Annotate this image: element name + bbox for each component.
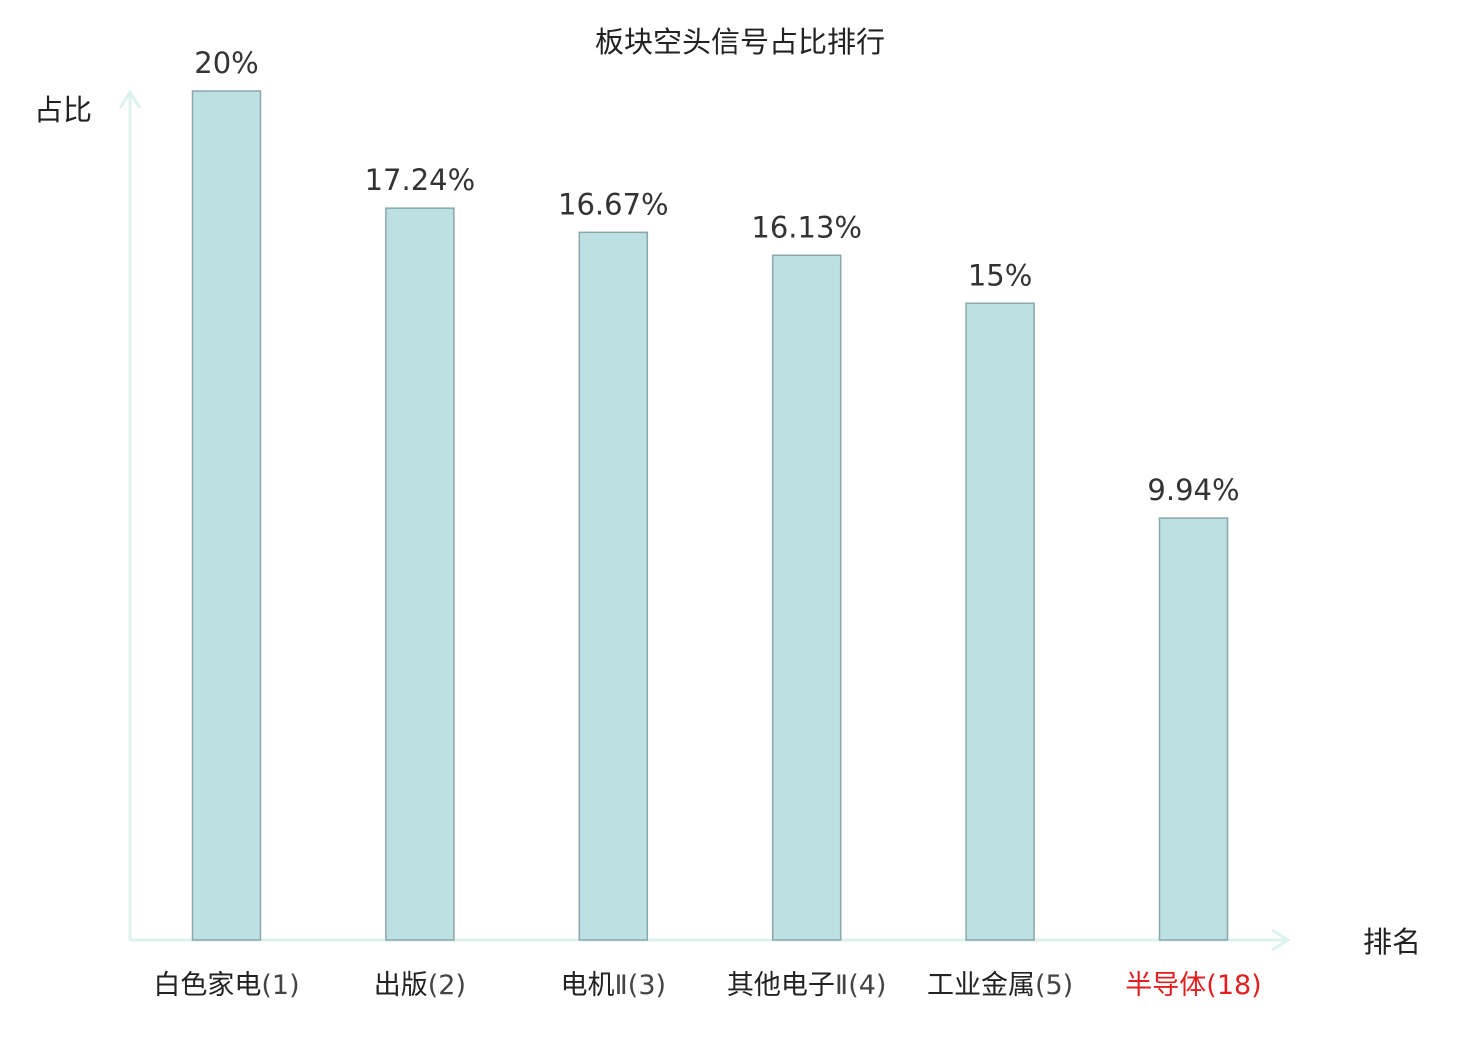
value-label-2: 17.24% [365, 163, 476, 197]
bar-4 [771, 254, 842, 941]
chart-title: 板块空头信号占比排行 [595, 25, 885, 59]
category-rank: Ⅱ(3) [615, 970, 667, 1001]
bar-5 [965, 302, 1035, 941]
category-name: 半导体 [1125, 970, 1206, 1001]
category-rank: (5) [1035, 970, 1073, 1001]
y-axis-arrow-icon [118, 89, 142, 109]
value-label-4: 16.13% [751, 210, 862, 244]
x-axis-arrow-icon [1271, 928, 1291, 952]
value-label-3: 16.67% [558, 187, 669, 221]
category-name: 出版 [374, 970, 428, 1001]
value-label-1: 20% [194, 46, 258, 80]
category-rank: Ⅱ(4) [835, 970, 887, 1001]
category-label-5: 工业金属(5) [927, 970, 1073, 1001]
category-name: 电机 [561, 970, 615, 1001]
category-name: 其他电子 [727, 970, 835, 1001]
category-label-4: 其他电子Ⅱ(4) [727, 970, 887, 1001]
category-rank: (1) [261, 970, 299, 1001]
category-label-6: 半导体(18) [1125, 970, 1261, 1001]
category-label-1: 白色家电(1) [153, 970, 299, 1001]
y-axis-label: 占比 [34, 93, 92, 127]
value-label-6: 9.94% [1147, 473, 1239, 507]
value-label-5: 15% [968, 258, 1032, 292]
category-label-3: 电机Ⅱ(3) [561, 970, 667, 1001]
bar-6 [1158, 517, 1229, 941]
bar-2 [385, 207, 455, 941]
category-name: 白色家电 [153, 970, 261, 1001]
category-rank: (2) [428, 970, 466, 1001]
category-labels-group: 白色家电(1) 出版(2) 电机Ⅱ(3) 其他电子Ⅱ(4) 工业金属(5) 半导体(18) [153, 970, 1261, 1001]
bars-group [191, 90, 1229, 941]
bar-1 [191, 90, 262, 941]
value-labels-group: 20% 17.24% 16.67% 16.13% 15% 9.94% [194, 46, 1239, 507]
category-label-2: 出版(2) [374, 970, 466, 1001]
category-name: 工业金属 [927, 970, 1035, 1001]
x-axis-label: 排名 [1363, 925, 1421, 959]
category-rank: (18) [1206, 970, 1261, 1001]
bar-3 [578, 231, 649, 941]
